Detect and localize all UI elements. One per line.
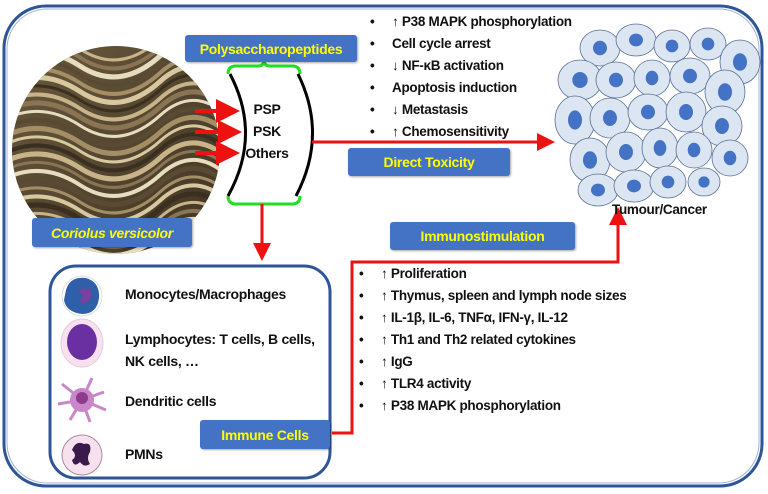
tumour-cells-image: [554, 23, 761, 207]
direct-effect-item: ↓ NF-κB activation: [370, 55, 572, 77]
tumour-cell-nucleus: [619, 144, 633, 160]
tumour-cell-nucleus: [723, 150, 737, 166]
pmn-icon: [61, 434, 103, 476]
tumour-cell-nucleus: [718, 83, 732, 101]
direct-effect-item: ↑ Chemosensitivity: [370, 121, 572, 143]
top-bracket: [226, 59, 302, 75]
tumour-cell-nucleus: [733, 53, 747, 71]
tumour-cell-nucleus: [609, 72, 623, 88]
immune-cells-box: [48, 264, 332, 480]
compound-psp: PSP: [253, 101, 281, 117]
bottom-bracket: [226, 195, 302, 206]
immune-effect-item: ↑ Th1 and Th2 related cytokines: [359, 329, 626, 351]
tumour-cell-nucleus: [591, 183, 605, 197]
cell-type-pmns: PMNs: [125, 446, 163, 462]
tumour-cell-nucleus: [583, 151, 597, 169]
compound-others: Others: [245, 145, 289, 161]
tumour-cell-nucleus: [715, 118, 729, 134]
tumour-cell-nucleus: [653, 140, 667, 156]
direct-effect-item: Apoptosis induction: [370, 77, 572, 99]
polysaccharopeptides-label: Polysaccharopeptides: [185, 35, 357, 62]
immune-effects-list: ↑ Proliferation ↑ Thymus, spleen and lym…: [359, 263, 627, 417]
direct-effects-list: ↑ P38 MAPK phosphorylation Cell cycle ar…: [370, 11, 572, 143]
dendritic-cell-icon: [57, 377, 107, 423]
tumour-cell-nucleus: [645, 70, 659, 86]
tumour-cell-nucleus: [627, 179, 641, 193]
cell-type-lymphocytes: Lymphocytes: T cells, B cells, NK cells,…: [125, 331, 315, 369]
immune-effect-item: ↑ P38 MAPK phosphorylation: [359, 395, 626, 417]
tumour-cell-nucleus: [629, 33, 643, 47]
tumour-cell-nucleus: [687, 142, 701, 158]
compound-psk: PSK: [253, 123, 281, 139]
cell-type-dendritic: Dendritic cells: [125, 393, 217, 409]
tumour-cell-nucleus: [661, 175, 675, 189]
immunostimulation-label: Immunostimulation: [390, 222, 575, 250]
tumour-cell-nucleus: [679, 104, 693, 120]
direct-toxicity-label: Direct Toxicity: [348, 148, 510, 176]
immune-effect-item: ↑ IgG: [359, 351, 626, 373]
tumour-label: Tumour/Cancer: [612, 202, 707, 217]
immune-effect-item: ↑ Proliferation: [359, 263, 626, 285]
direct-effect-item: ↑ P38 MAPK phosphorylation: [370, 11, 572, 33]
tumour-cell-nucleus: [683, 68, 697, 84]
outer-frame: [2, 4, 764, 488]
tumour-cell-nucleus: [603, 110, 617, 126]
immune-effect-item: ↑ IL-1β, IL-6, TNFα, IFN-γ, IL-12: [359, 307, 626, 329]
monocyte-icon: [61, 275, 103, 317]
immune-cells-label: Immune Cells: [200, 420, 330, 449]
immune-effect-item: ↑ TLR4 activity: [359, 373, 626, 395]
tumour-cell-nucleus: [641, 104, 655, 120]
tumour-cell-nucleus: [665, 39, 679, 53]
immunostimulation-arrow: [332, 207, 627, 435]
left-arc: [226, 73, 247, 197]
lymphocyte-icon: [60, 318, 104, 368]
tumour-cell-nucleus: [698, 176, 710, 188]
cell-type-monocytes: Monocytes/Macrophages: [125, 286, 286, 302]
tumour-cell-nucleus: [572, 72, 588, 88]
direct-effect-item: Cell cycle arrest: [370, 33, 572, 55]
direct-effect-item: ↓ Metastasis: [370, 99, 572, 121]
tumour-cell-nucleus: [701, 37, 715, 51]
right-arc: [294, 73, 314, 197]
immune-effect-item: ↑ Thymus, spleen and lymph node sizes: [359, 285, 627, 307]
tumour-cell-nucleus: [593, 40, 607, 56]
coriolus-versicolor-label: Coriolus versicolor: [32, 218, 192, 247]
